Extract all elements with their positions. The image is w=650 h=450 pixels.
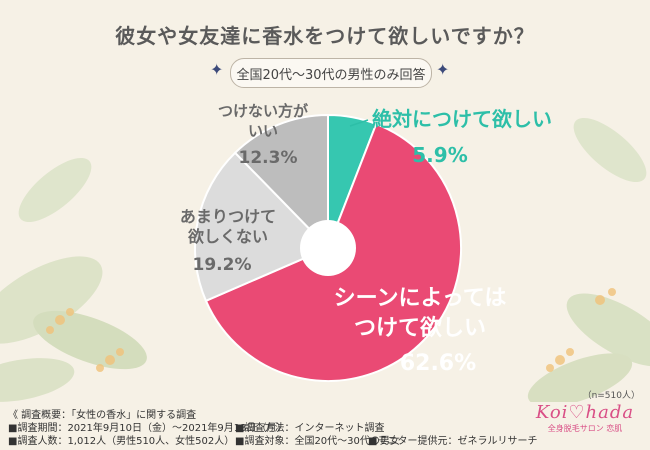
slice-label-better-not: つけない方が (218, 102, 309, 120)
slice-label-depends-on-scene: つけて欲しい (354, 315, 486, 341)
survey-count: ■調査人数：1,012人（男性510人、女性502人） (8, 436, 235, 447)
slice-label-depends-on-scene: シーンによっては (334, 286, 507, 311)
subtitle-badge: 全国20代〜30代の男性のみ回答 (230, 58, 432, 88)
sample-size-note: （n=510人） (583, 390, 640, 401)
slice-percentage-depends-on-scene: 62.6% (400, 351, 476, 376)
subtitle-text: 全国20代〜30代の男性のみ回答 (236, 67, 426, 83)
slice-connector-line (349, 119, 369, 127)
survey-overview: 《 調査概要：「女性の香水」に関する調査 (8, 410, 197, 421)
slice-label-not-really: あまりつけて (180, 207, 276, 226)
survey-provider: ■モニター提供元：ゼネラルリサーチ (368, 436, 538, 447)
logo-text: Koi♡hada (535, 402, 635, 423)
logo-tagline: 全身脱毛サロン 恋肌 (547, 424, 623, 433)
survey-period: ■調査期間：2021年9月10日（金）〜2021年9月13日（月） (8, 423, 287, 434)
sparkle-icon: ✦ (436, 60, 450, 79)
brand-logo: Koi♡hada 全身脱毛サロン 恋肌 (530, 402, 640, 446)
slice-percentage-better-not: 12.3% (239, 148, 298, 168)
pie-slice-not-really (194, 151, 330, 303)
slice-label-better-not: いい (248, 122, 278, 140)
slice-percentage-not-really: 19.2% (193, 255, 252, 275)
pie-slice-better-not (233, 113, 329, 251)
page-title: 彼女や女友達に香水をつけて欲しいですか？ (115, 24, 535, 48)
pie-center-hole (300, 220, 356, 276)
survey-footer: 《 調査概要：「女性の香水」に関する調査 ■調査期間：2021年9月10日（金）… (0, 402, 650, 450)
survey-method: ■調査方法：インターネット調査 (235, 423, 385, 434)
slice-percentage-absolutely: 5.9% (412, 143, 467, 167)
survey-target: ■調査対象：全国20代〜30代の男女 (235, 436, 400, 447)
slice-label-not-really: 欲しくない (187, 227, 268, 246)
sparkle-icon: ✦ (210, 60, 224, 79)
slice-label-absolutely: 絶対につけて欲しい (372, 107, 552, 131)
